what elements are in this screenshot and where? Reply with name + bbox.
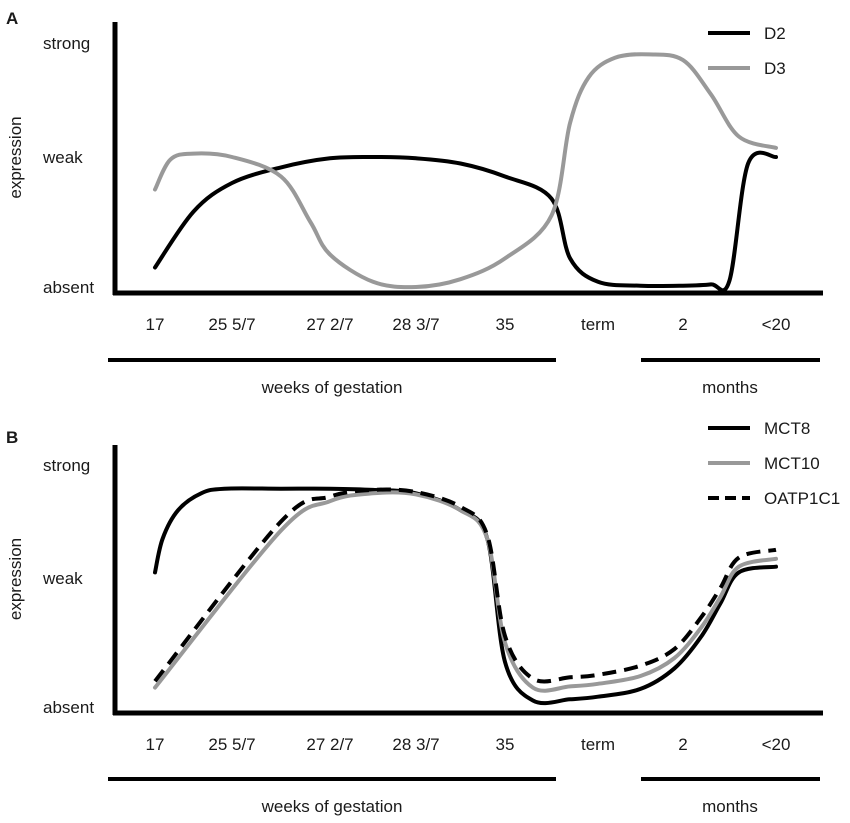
series-line-oatp1c1 <box>153 487 777 684</box>
legend-label-oatp1c1: OATP1C1 <box>764 489 840 508</box>
y-tick-label-absent: absent <box>43 698 94 717</box>
x-tick-label: 28 3/7 <box>392 735 439 754</box>
x-tick-label: 27 2/7 <box>306 735 353 754</box>
x-tick-label: 17 <box>146 315 165 334</box>
x-tick-label: 35 <box>496 735 515 754</box>
x-tick-label: <20 <box>762 315 791 334</box>
y-axis-title: expression <box>6 116 25 198</box>
series-line-mct10 <box>153 490 778 693</box>
x-tick-label: 25 5/7 <box>208 735 255 754</box>
series-line-d2 <box>153 150 778 293</box>
period-label-months: months <box>702 378 758 397</box>
x-tick-label: 2 <box>678 735 687 754</box>
x-tick-label: term <box>581 735 615 754</box>
x-tick-label: 17 <box>146 735 165 754</box>
y-tick-label-weak: weak <box>42 569 83 588</box>
period-label-gestation: weeks of gestation <box>261 797 403 816</box>
y-axis-title: expression <box>6 538 25 620</box>
legend-label-d2: D2 <box>764 24 786 43</box>
series-line-d3 <box>153 52 778 290</box>
period-label-gestation: weeks of gestation <box>261 378 403 397</box>
y-tick-label-absent: absent <box>43 278 94 297</box>
x-tick-label: term <box>581 315 615 334</box>
x-tick-label: 35 <box>496 315 515 334</box>
y-tick-label-weak: weak <box>42 148 83 167</box>
x-tick-label: 27 2/7 <box>306 315 353 334</box>
series-line-mct8 <box>153 486 778 706</box>
x-tick-label: 28 3/7 <box>392 315 439 334</box>
y-tick-label-strong: strong <box>43 34 90 53</box>
legend-label-mct8: MCT8 <box>764 419 810 438</box>
legend-label-d3: D3 <box>764 59 786 78</box>
panel-label: B <box>6 428 18 447</box>
x-tick-label: 25 5/7 <box>208 315 255 334</box>
x-tick-label: <20 <box>762 735 791 754</box>
legend-label-mct10: MCT10 <box>764 454 820 473</box>
period-label-months: months <box>702 797 758 816</box>
y-tick-label-strong: strong <box>43 456 90 475</box>
x-tick-label: 2 <box>678 315 687 334</box>
panel-label: A <box>6 9 18 28</box>
